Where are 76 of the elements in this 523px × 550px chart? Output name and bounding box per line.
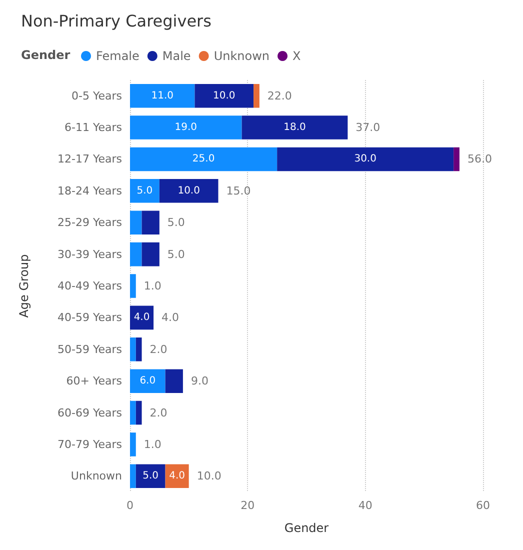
legend-label: Unknown — [214, 49, 270, 63]
total-label: 15.0 — [226, 184, 251, 198]
total-label: 37.0 — [356, 121, 380, 134]
total-label: 2.0 — [150, 342, 168, 356]
bar — [142, 242, 160, 266]
bar — [130, 147, 278, 172]
bar — [130, 242, 142, 266]
legend-label: X — [292, 49, 301, 63]
data-label: 25.0 — [192, 154, 215, 165]
bar — [254, 84, 260, 108]
bar — [165, 369, 183, 393]
x-tick-label: 20 — [240, 499, 255, 512]
data-label: 5.0 — [142, 470, 159, 482]
bar — [159, 179, 218, 203]
data-label: 30.0 — [354, 154, 376, 165]
bar — [130, 464, 136, 488]
y-tick-label: 60+ Years — [66, 374, 122, 388]
data-label: 19.0 — [174, 122, 198, 134]
legend-label: Male — [162, 49, 191, 63]
bar — [136, 464, 166, 488]
total-label: 2.0 — [150, 406, 168, 420]
bar — [130, 210, 142, 234]
bar — [136, 400, 142, 425]
bar — [142, 210, 160, 234]
total-label: 5.0 — [167, 216, 185, 230]
bar — [165, 464, 189, 488]
bar — [454, 147, 460, 172]
y-tick-label: 60-69 Years — [58, 406, 122, 420]
y-tick-label: 40-49 Years — [58, 280, 122, 292]
bar — [130, 432, 136, 456]
y-tick-label: Unknown — [70, 470, 122, 483]
x-tick-label: 0 — [126, 499, 134, 512]
data-label: 10.0 — [213, 90, 236, 102]
y-tick-label: 30-39 Years — [58, 248, 122, 261]
total-label: 4.0 — [162, 311, 180, 324]
bar — [130, 369, 166, 393]
x-axis-title: Gender — [284, 521, 329, 535]
bar — [130, 116, 242, 140]
y-tick-label: 18-24 Years — [58, 184, 122, 198]
total-label: 56.0 — [467, 152, 492, 166]
bar — [130, 306, 154, 330]
y-tick-label: 12-17 Years — [58, 152, 122, 166]
bar — [130, 338, 136, 362]
y-tick-label: 6-11 Years — [64, 121, 122, 134]
legend-title: Gender — [21, 48, 70, 62]
bar — [130, 274, 136, 298]
y-axis-title: Age Group — [17, 254, 31, 318]
bar — [130, 84, 195, 108]
data-label: 4.0 — [169, 470, 186, 482]
y-tick-label: 0-5 Years — [72, 89, 122, 102]
total-label: 9.0 — [190, 374, 208, 388]
total-label: 5.0 — [167, 248, 185, 261]
data-label: 5.0 — [136, 185, 153, 196]
y-tick-label: 25-29 Years — [58, 216, 122, 230]
total-label: 1.0 — [144, 438, 162, 451]
total-label: 1.0 — [144, 280, 162, 292]
total-label: 10.0 — [196, 470, 222, 483]
y-tick-label: 40-59 Years — [58, 311, 122, 324]
bar — [130, 400, 136, 425]
bar — [130, 179, 160, 203]
data-label: 18.0 — [284, 122, 306, 134]
x-tick-label: 60 — [476, 499, 490, 512]
bar — [277, 147, 454, 172]
legend-label: Female — [96, 49, 140, 63]
chart-title: Non-Primary Caregivers — [21, 12, 212, 30]
x-tick-label: 40 — [358, 499, 372, 512]
bar — [136, 338, 142, 362]
data-label: 4.0 — [134, 312, 150, 324]
data-label: 10.0 — [178, 185, 200, 196]
y-tick-label: 70-79 Years — [58, 438, 122, 451]
bar — [242, 116, 348, 140]
data-label: 6.0 — [140, 376, 156, 387]
total-label: 22.0 — [267, 89, 292, 102]
data-label: 11.0 — [151, 90, 174, 102]
bar — [194, 84, 254, 108]
y-tick-label: 50-59 Years — [58, 342, 122, 356]
